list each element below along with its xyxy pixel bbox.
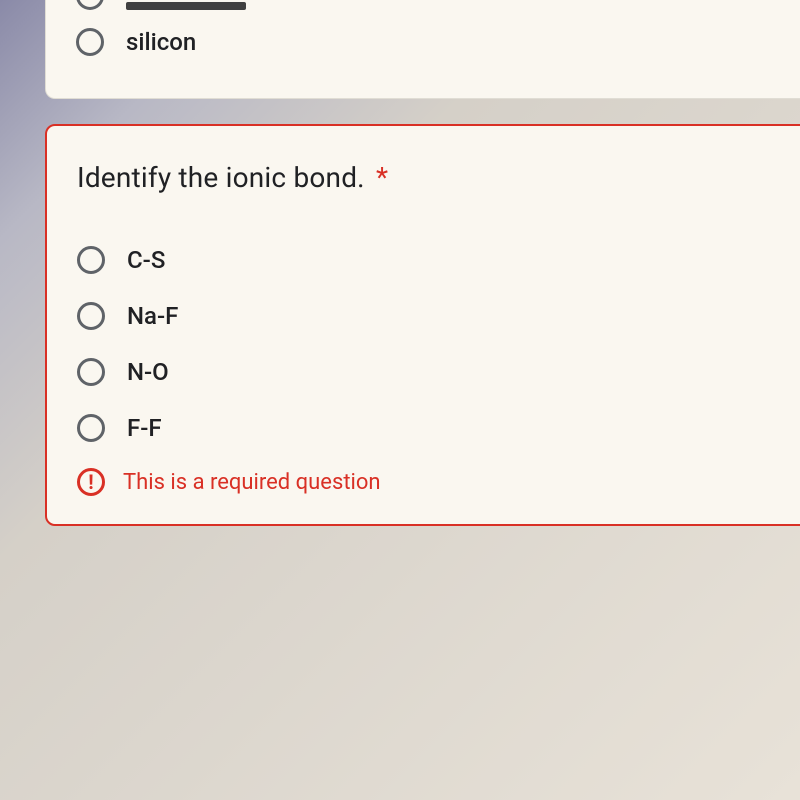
option-row[interactable]: N-O [77,344,800,400]
error-text: This is a required question [123,470,381,495]
option-row[interactable]: silicon [76,14,800,70]
option-label: silicon [126,28,196,56]
alert-icon: ! [77,468,105,496]
option-label: N-O [127,358,169,386]
question-title-text: Identify the ionic bond. [77,161,365,194]
radio-unchecked-icon [76,0,104,10]
option-row-partial[interactable] [76,0,800,14]
option-row[interactable]: Na-F [77,288,800,344]
question-card-previous: silicon [45,0,800,99]
alert-glyph: ! [88,470,93,494]
option-label: F-F [127,414,162,442]
option-label: C-S [127,246,165,274]
radio-unchecked-icon [77,358,105,386]
option-label-obscured [126,2,246,10]
radio-unchecked-icon [77,414,105,442]
option-row[interactable]: C-S [77,232,800,288]
radio-unchecked-icon [77,246,105,274]
radio-unchecked-icon [77,302,105,330]
question-title: Identify the ionic bond. * [77,161,800,194]
option-label: Na-F [127,302,178,330]
required-asterisk: * [376,161,388,194]
option-row[interactable]: F-F [77,400,800,456]
question-card: Identify the ionic bond. * C-S Na-F N-O … [45,124,800,526]
radio-unchecked-icon [76,28,104,56]
error-message: ! This is a required question [77,468,800,496]
